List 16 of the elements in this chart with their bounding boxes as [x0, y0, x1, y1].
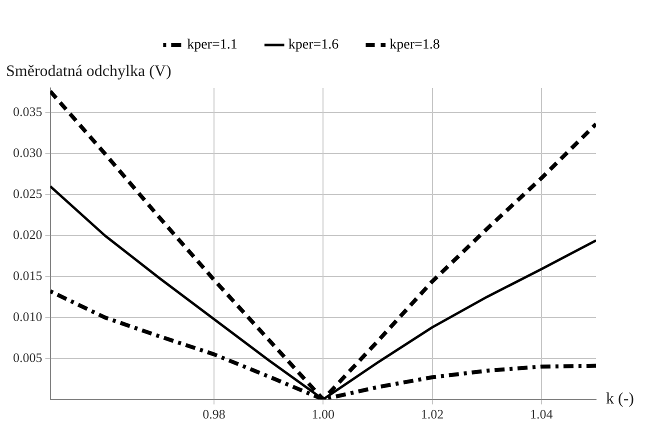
legend-label: kper=1.1 [187, 38, 238, 53]
y-tick-label: 0.015 [13, 268, 42, 283]
y-tick-label: 0.020 [13, 226, 42, 242]
x-tick-label: 0.98 [202, 406, 226, 422]
x-axis-title: k (-) [606, 390, 634, 408]
y-tick-label: 0.030 [13, 144, 42, 160]
y-tick-label: 0.010 [13, 308, 42, 324]
x-tick-label: 1.00 [312, 406, 334, 422]
legend-label: kper=1.6 [288, 38, 339, 53]
legend-label: kper=1.8 [390, 38, 440, 53]
x-tick-label: 1.02 [420, 406, 444, 422]
y-tick-label: 0.035 [13, 104, 42, 120]
x-tick-label: 1.04 [530, 406, 554, 422]
y-tick-label: 0.025 [13, 186, 42, 201]
y-axis-title: Směrodatná odchylka (V) [6, 63, 172, 80]
y-tick-label: 0.005 [13, 350, 42, 365]
